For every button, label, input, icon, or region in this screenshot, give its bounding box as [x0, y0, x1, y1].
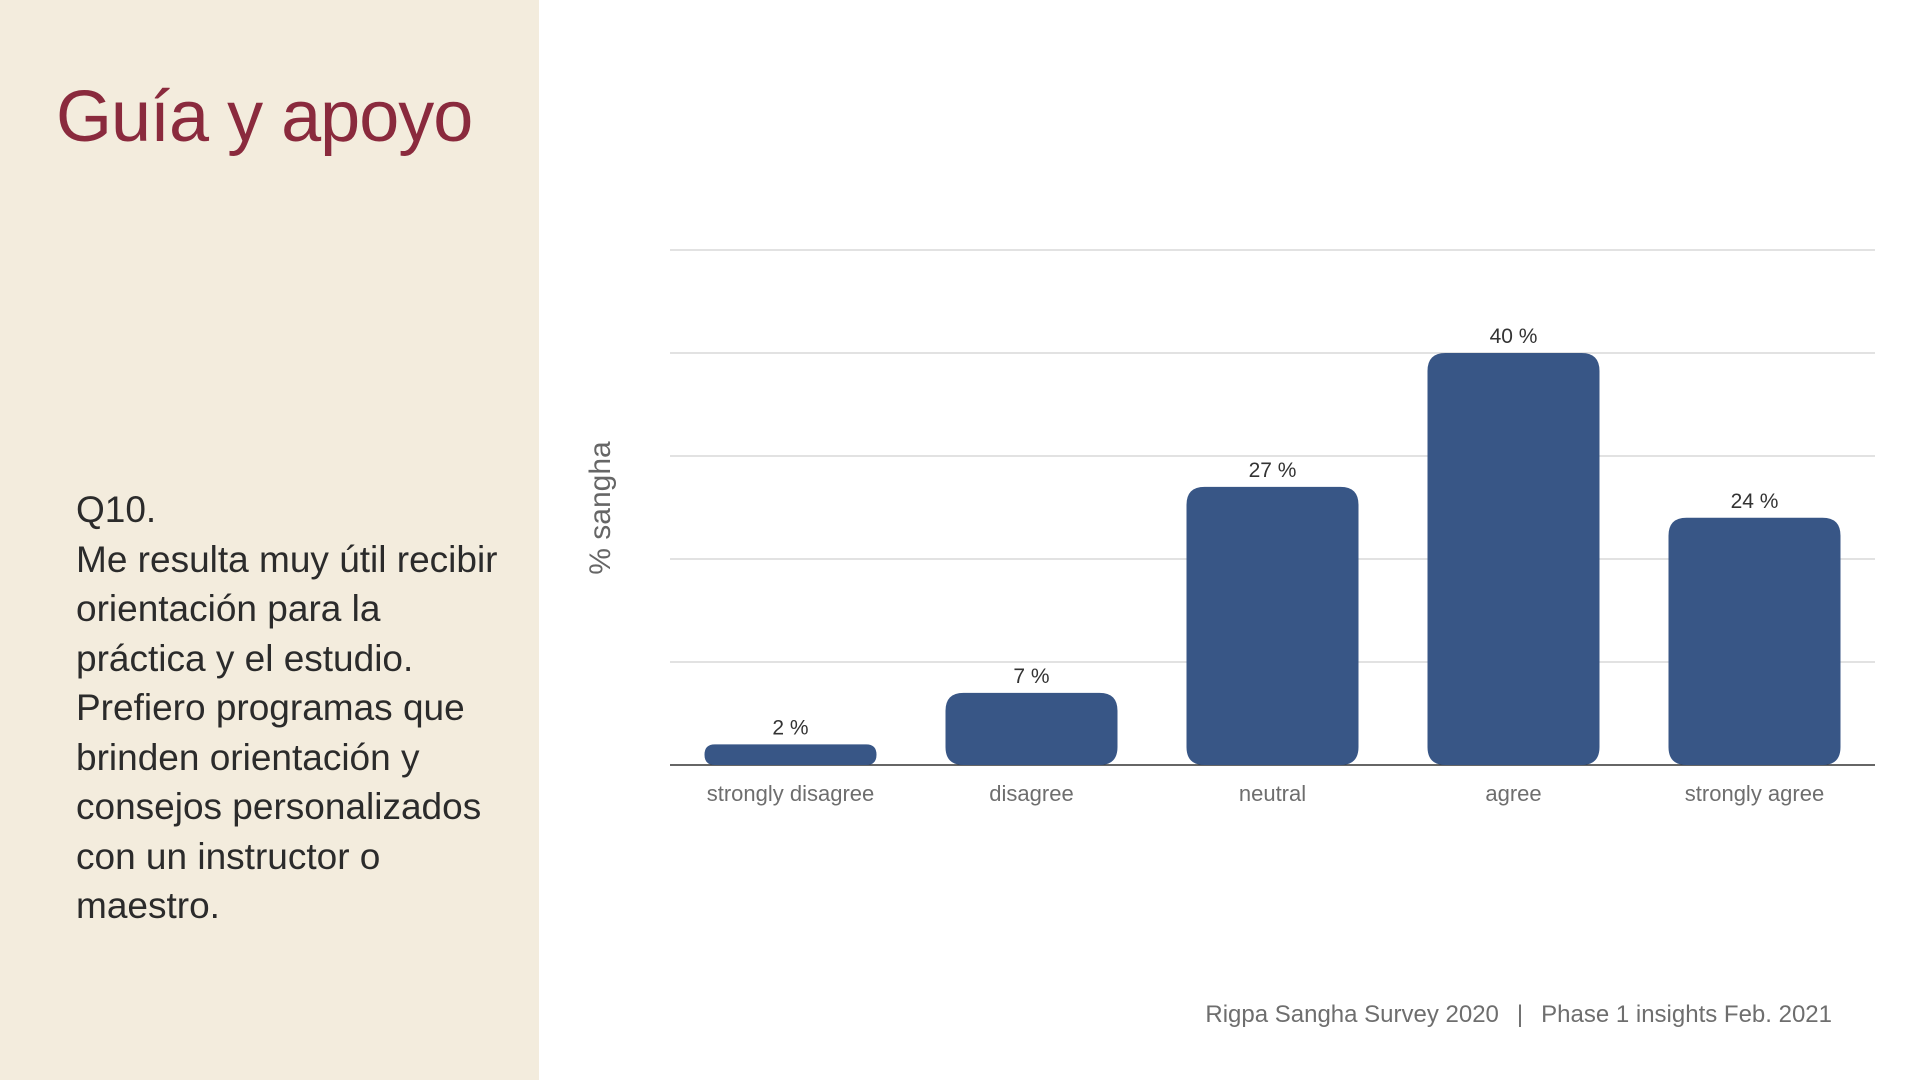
value-label: 2 % [772, 716, 808, 739]
question-block: Q10. Me resulta muy útil recibir orienta… [76, 485, 516, 931]
footer-credits: Rigpa Sangha Survey 2020 | Phase 1 insight… [1205, 1000, 1832, 1030]
chart-category-labels: strongly disagree disagree neutral agree str… [707, 781, 1824, 806]
bar-strongly-agree [1668, 517, 1841, 765]
bar-chart: 2 % 7 % 27 % 40 % 24 % strongly disagree disa… [584, 249, 1875, 806]
slide-title: Guía y apoyo [56, 77, 473, 157]
y-axis-label: % sangha [584, 441, 617, 575]
footer-separator: | [1516, 1001, 1524, 1028]
category-label: neutral [1239, 781, 1306, 806]
value-label: 27 % [1249, 459, 1297, 482]
category-label: strongly agree [1685, 781, 1824, 806]
value-label: 7 % [1013, 665, 1049, 688]
chart-value-labels: 2 % 7 % 27 % 40 % 24 % [772, 325, 1778, 739]
bar-agree [1427, 353, 1600, 765]
footer-survey-name: Rigpa Sangha Survey 2020 [1205, 1001, 1499, 1028]
bar-disagree [945, 692, 1118, 765]
category-label: strongly disagree [707, 781, 875, 806]
sidebar-panel: Guía y apoyo Q10. Me resulta muy útil re… [0, 0, 539, 1080]
question-text: Me resulta muy útil recibir orientación … [76, 538, 498, 927]
value-label: 40 % [1490, 325, 1538, 348]
category-label: agree [1485, 781, 1541, 806]
footer-phase-date: Phase 1 insights Feb. 2021 [1541, 1001, 1832, 1028]
category-label: disagree [989, 781, 1073, 806]
bar-neutral [1186, 486, 1359, 765]
value-label: 24 % [1731, 490, 1779, 513]
question-number: Q10. [76, 489, 157, 530]
chart-bars [704, 353, 1841, 765]
bar-strongly-disagree [704, 744, 877, 765]
